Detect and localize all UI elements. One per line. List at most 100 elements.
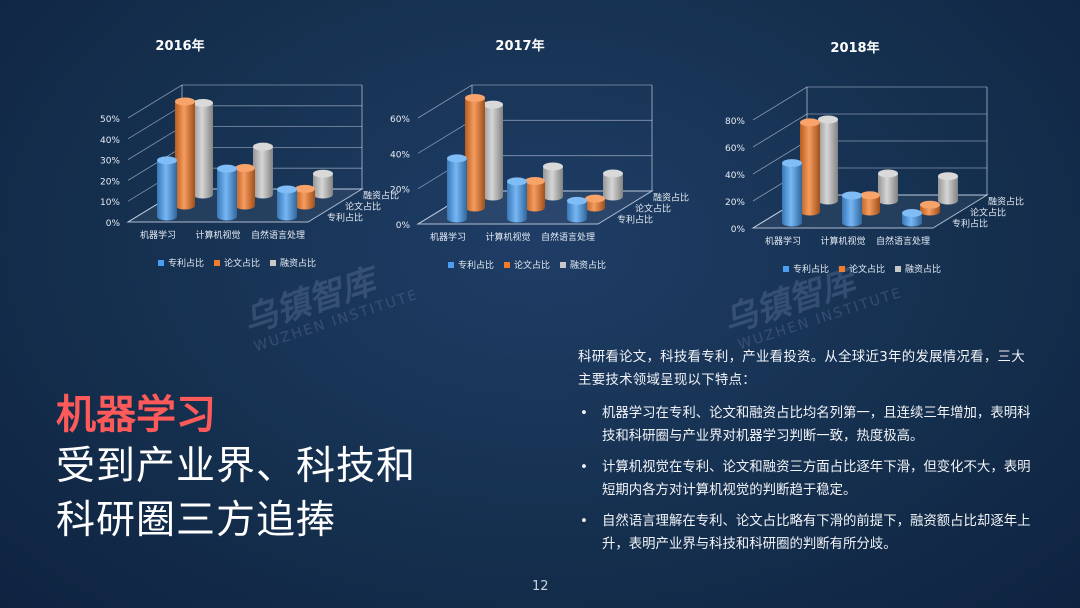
bar-论文占比-机器学习 [175, 97, 195, 210]
bar-top [253, 142, 273, 151]
category-label: 自然语言处理 [251, 229, 305, 241]
legend-label: 专利占比 [168, 257, 204, 269]
y-tick-label: 30% [100, 157, 120, 167]
y-tick-label: 40% [725, 171, 745, 181]
chart-title: 2018年 [830, 40, 879, 56]
bar-top [507, 177, 527, 186]
bar-融资占比-计算机视觉 [878, 169, 898, 205]
legend-label: 融资占比 [570, 259, 606, 271]
headline: 机器学习 受到产业界、科技和 科研圈三方追捧 [56, 390, 416, 548]
y-tick-label: 0% [106, 219, 121, 229]
bar-body [313, 173, 333, 199]
bar-body [193, 102, 213, 199]
bar-专利占比-计算机视觉 [842, 191, 862, 227]
chart-2018: 2018年 0% 20% 40% 60% 80% 机器学习 计算机视觉 自然语言处理 融资占比 论文… [715, 0, 1035, 290]
headline-accent: 机器学习 [56, 392, 216, 438]
bar-body [447, 158, 467, 223]
bar-body [235, 168, 255, 210]
bar-body [567, 200, 587, 223]
gridline [127, 126, 183, 160]
bar-融资占比-计算机视觉 [253, 142, 273, 199]
y-tick-label: 60% [390, 115, 410, 125]
bar-top [525, 177, 545, 185]
depth-label: 专利占比 [617, 214, 653, 226]
legend-swatch [560, 262, 566, 268]
bar-top [175, 97, 195, 106]
bar-top [878, 169, 898, 178]
bar-专利占比-自然语言处理 [902, 209, 922, 227]
summary-bullet-3: • 自然语言理解在专利、论文占比略有下滑的前提下，融资额占比却逐年上升，表明产业界… [578, 510, 1033, 556]
depth-label: 论文占比 [970, 207, 1006, 219]
bar-body [818, 119, 838, 205]
bar-top [295, 184, 315, 193]
bar-top [902, 209, 922, 218]
y-tick-label: 0% [731, 225, 746, 235]
gridline [127, 147, 183, 181]
bar-top [465, 93, 485, 102]
bar-top [483, 100, 503, 109]
category-label: 机器学习 [430, 231, 466, 243]
bar-body [277, 189, 297, 221]
bar-融资占比-机器学习 [483, 100, 503, 201]
bar-top [920, 200, 940, 209]
legend-swatch [783, 266, 789, 272]
bullet-icon: • [580, 460, 588, 475]
depth-label: 专利占比 [327, 212, 363, 224]
depth-label: 融资占比 [363, 190, 399, 202]
bullet-text: 计算机视觉在专利、论文和融资三方面占比逐年下滑，但变化不大，表明短期内各方对计算… [602, 460, 1031, 498]
legend-label: 论文占比 [849, 263, 885, 275]
y-tick-label: 0% [396, 221, 411, 231]
headline-line-3: 科研圈三方追捧 [56, 498, 337, 543]
bar-body [253, 146, 273, 199]
legend-swatch [895, 266, 901, 272]
gridline [417, 84, 473, 119]
legend-swatch [448, 262, 454, 268]
chart-2016: 2016年 0% 10% 20% 30% 40% 50% 机器学习 计算机视觉 自然语言处理 融资占… [40, 0, 399, 290]
category-label: 计算机视觉 [820, 235, 865, 247]
legend-swatch [839, 266, 845, 272]
chart-title: 2017年 [495, 38, 544, 54]
depth-label: 专利占比 [952, 218, 988, 230]
bar-top [157, 156, 177, 165]
legend-label: 融资占比 [905, 263, 941, 275]
y-tick-label: 50% [100, 115, 120, 125]
bar-body [800, 122, 820, 216]
bar-融资占比-自然语言处理 [313, 169, 333, 199]
bar-top [567, 196, 587, 205]
bar-专利占比-机器学习 [447, 154, 467, 223]
headline-line-2: 受到产业界、科技和 [56, 444, 417, 489]
gridline [752, 140, 808, 175]
bar-专利占比-机器学习 [157, 156, 177, 221]
bar-top [543, 162, 563, 171]
bar-top [860, 191, 880, 200]
y-tick-label: 40% [100, 136, 120, 146]
gridline [417, 119, 473, 154]
depth-label: 论文占比 [635, 203, 671, 215]
gridline [127, 105, 183, 140]
y-tick-label: 60% [725, 144, 745, 154]
bar-top [193, 98, 213, 107]
bar-body [938, 176, 958, 205]
bar-专利占比-计算机视觉 [507, 177, 527, 223]
chart-title: 2016年 [155, 38, 204, 54]
y-tick-label: 20% [725, 198, 745, 208]
y-tick-label: 80% [725, 117, 745, 127]
category-label: 计算机视觉 [485, 231, 530, 243]
bar-专利占比-机器学习 [782, 159, 802, 227]
summary-bullets: • 机器学习在专利、论文和融资占比均名列第一，且连续三年增加，表明科技和科研圈与产… [578, 402, 1033, 556]
depth-label: 融资占比 [988, 196, 1024, 208]
bar-body [483, 104, 503, 201]
legend-swatch [270, 260, 276, 266]
bar-top [313, 169, 333, 178]
legend-swatch [214, 260, 220, 266]
bar-论文占比-计算机视觉 [860, 191, 880, 216]
bar-top [217, 164, 237, 173]
y-tick-label: 20% [390, 186, 410, 196]
bullet-text: 机器学习在专利、论文和融资占比均名列第一，且连续三年增加，表明科技和科研圈与产业… [602, 406, 1031, 444]
category-label: 计算机视觉 [195, 229, 240, 241]
bar-body [782, 163, 802, 227]
bar-融资占比-机器学习 [193, 98, 213, 199]
summary-block: 科研看论文，科技看专利，产业看投资。从全球近3年的发展情况看，三大主要技术领域呈… [578, 346, 1033, 564]
bar-论文占比-计算机视觉 [235, 164, 255, 210]
